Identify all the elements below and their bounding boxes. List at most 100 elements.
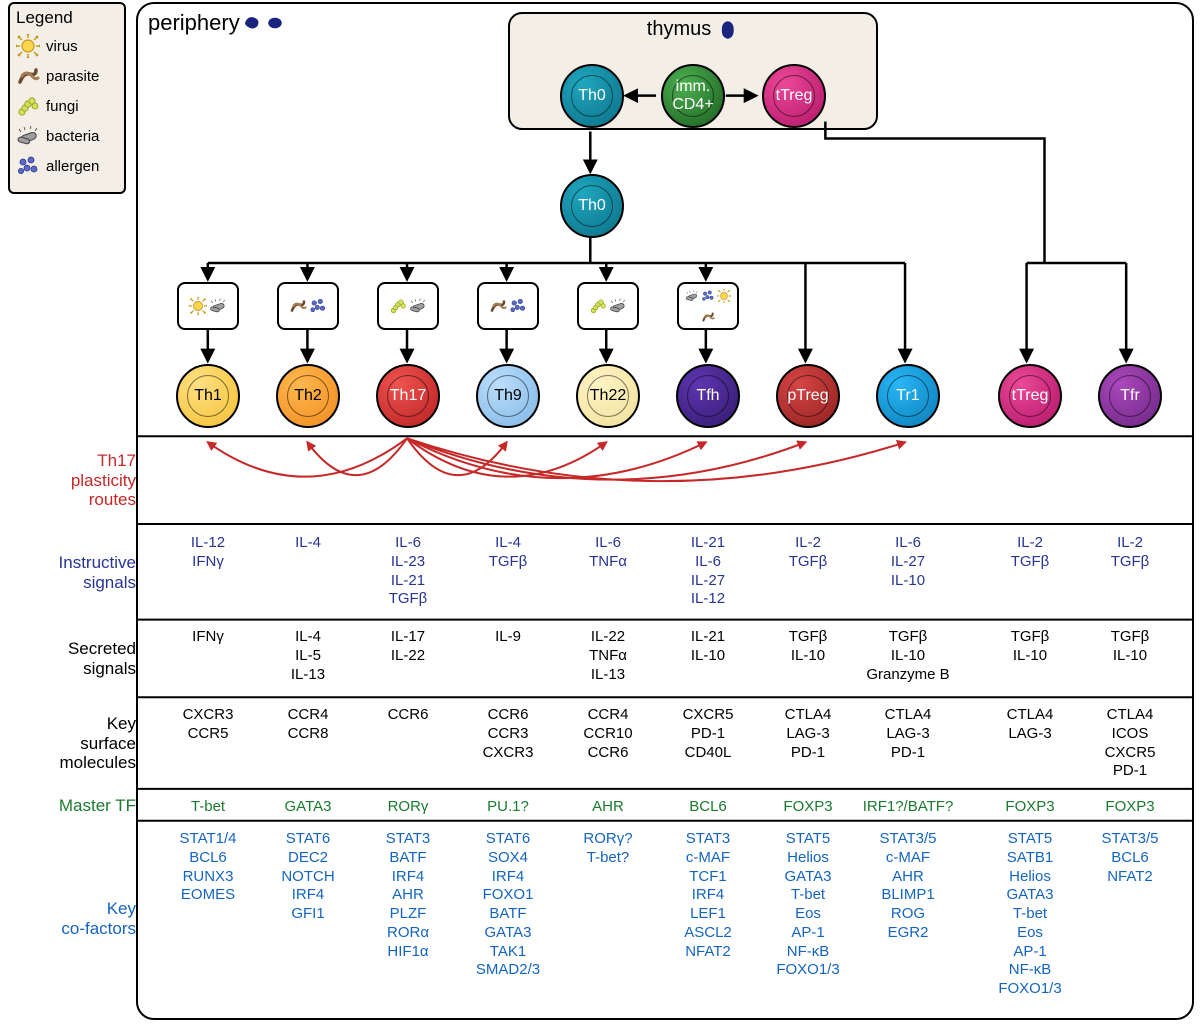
row-label-mastertf: Master TF [59, 796, 136, 816]
cell-mastertf-tfh: BCL6 [658, 798, 758, 817]
cell-cofactors-tr1: STAT3/5c-MAFAHRBLIMP1ROGEGR2 [858, 830, 958, 943]
cell-immcd4: imm.CD4+ [661, 64, 725, 128]
row-label-plasticity: Th17plasticityroutes [71, 451, 136, 510]
bacteria-icon [16, 124, 40, 148]
cell-instructive-tfr: IL-2TGFβ [1080, 534, 1180, 572]
thymus-label: thymus [647, 18, 739, 41]
cell-surface-ttreg2: CTLA4LAG-3 [980, 706, 1080, 744]
bacteria-icon [609, 297, 627, 315]
cell-instructive-ttreg2: IL-2TGFβ [980, 534, 1080, 572]
cell-surface-th22: CCR4CCR10CCR6 [558, 706, 658, 762]
cell-label: tTreg [1012, 387, 1049, 405]
cell-label: Th0 [578, 87, 606, 105]
periphery-label: periphery [148, 10, 284, 36]
cell-cofactors-th22: RORγ?T-bet? [558, 830, 658, 868]
legend-label: allergen [46, 158, 99, 175]
cell-instructive-ptreg: IL-2TGFβ [758, 534, 858, 572]
cell-tfr: Tfr [1098, 364, 1162, 428]
cell-label: tTreg [776, 87, 813, 105]
row-label-surface: Keysurfacemolecules [59, 714, 136, 773]
cell-secreted-tfr: TGFβIL-10 [1080, 628, 1180, 666]
fungi-icon [389, 297, 407, 315]
cell-cofactors-th9: STAT6SOX4IRF4FOXO1BATFGATA3TAK1SMAD2/3 [458, 830, 558, 980]
virus-icon [16, 34, 40, 58]
parasite-icon [289, 297, 307, 315]
cell-label: Th2 [294, 387, 322, 405]
spleen-icon [244, 14, 262, 32]
main-diagram: periphery thymus Th0imm.CD4+tTreg Th0 Th… [136, 2, 1194, 1020]
cell-mastertf-tfr: FOXP3 [1080, 798, 1180, 817]
cell-surface-tfh: CXCR5PD-1CD40L [658, 706, 758, 762]
antigen-box-th22 [577, 282, 639, 330]
antigen-box-tfh [677, 282, 739, 330]
legend-box: Legend virus parasite fungi bacteria allerge… [8, 2, 126, 194]
legend-item-allergen: allergen [16, 154, 118, 178]
legend-title: Legend [16, 8, 118, 28]
cell-instructive-th1: IL-12IFNγ [158, 534, 258, 572]
cell-cofactors-tfh: STAT3c-MAFTCF1IRF4LEF1ASCL2NFAT2 [658, 830, 758, 961]
cell-th17: Th17 [376, 364, 440, 428]
row-label-secreted: Secretedsignals [68, 639, 136, 678]
cell-secreted-ptreg: TGFβIL-10 [758, 628, 858, 666]
cell-instructive-tr1: IL-6IL-27IL-10 [858, 534, 958, 590]
legend-label: virus [46, 38, 78, 55]
cell-th0: Th0 [560, 64, 624, 128]
cell-surface-th9: CCR6CCR3CXCR3 [458, 706, 558, 762]
bacteria-icon [409, 297, 427, 315]
legend-item-parasite: parasite [16, 64, 118, 88]
virus-icon [717, 289, 731, 303]
cell-mastertf-th9: PU.1? [458, 798, 558, 817]
cell-secreted-tfh: IL-21IL-10 [658, 628, 758, 666]
antigen-box-th17 [377, 282, 439, 330]
cell-mastertf-th17: RORγ [358, 798, 458, 817]
cell-label: Th17 [390, 387, 426, 405]
cell-instructive-tfh: IL-21IL-6IL-27IL-12 [658, 534, 758, 609]
parasite-icon [701, 310, 715, 324]
cell-mastertf-ttreg2: FOXP3 [980, 798, 1080, 817]
cell-ttreg: tTreg [762, 64, 826, 128]
cell-label: Th22 [590, 387, 626, 405]
cell-surface-tr1: CTLA4LAG-3PD-1 [858, 706, 958, 762]
fungi-icon [16, 94, 40, 118]
cell-mastertf-ptreg: FOXP3 [758, 798, 858, 817]
cell-label: Th9 [494, 387, 522, 405]
lymph-icon [266, 14, 284, 32]
cell-label: Tr1 [896, 387, 919, 405]
cell-ptreg: pTreg [776, 364, 840, 428]
cell-cofactors-th17: STAT3BATFIRF4AHRPLZFRORαHIF1α [358, 830, 458, 961]
allergen-icon [701, 289, 715, 303]
antigen-box-th9 [477, 282, 539, 330]
cell-mastertf-th22: AHR [558, 798, 658, 817]
cell-surface-th2: CCR4CCR8 [258, 706, 358, 744]
cell-instructive-th17: IL-6IL-23IL-21TGFβ [358, 534, 458, 609]
cell-label: pTreg [787, 387, 828, 405]
cell-label: imm.CD4+ [672, 78, 713, 113]
cell-cofactors-th2: STAT6DEC2NOTCHIRF4GFI1 [258, 830, 358, 924]
virus-icon [189, 297, 207, 315]
row-label-instructive: Instructivesignals [59, 553, 136, 592]
cell-cofactors-tfr: STAT3/5BCL6NFAT2 [1080, 830, 1180, 886]
cell-surface-th17: CCR6 [358, 706, 458, 725]
cell-secreted-th2: IL-4IL-5IL-13 [258, 628, 358, 684]
bacteria-icon [685, 289, 699, 303]
fungi-icon [589, 297, 607, 315]
cell-tr1: Tr1 [876, 364, 940, 428]
cell-th9: Th9 [476, 364, 540, 428]
thymus-text: thymus [647, 18, 711, 41]
periphery-text: periphery [148, 10, 240, 36]
cell-surface-tfr: CTLA4ICOSCXCR5PD-1 [1080, 706, 1180, 781]
allergen-icon [309, 297, 327, 315]
cell-label: Tfh [696, 387, 719, 405]
antigen-box-th1 [177, 282, 239, 330]
cell-secreted-th22: IL-22TNFαIL-13 [558, 628, 658, 684]
cell-label: Tfr [1120, 387, 1140, 405]
cell-instructive-th9: IL-4TGFβ [458, 534, 558, 572]
cell-mastertf-th1: T-bet [158, 798, 258, 817]
cell-instructive-th2: IL-4 [258, 534, 358, 553]
cell-ttreg: tTreg [998, 364, 1062, 428]
cell-cofactors-ptreg: STAT5HeliosGATA3T-betEosAP-1NF-κBFOXO1/3 [758, 830, 858, 980]
legend-item-bacteria: bacteria [16, 124, 118, 148]
legend-label: parasite [46, 68, 99, 85]
legend-item-fungi: fungi [16, 94, 118, 118]
legend-label: fungi [46, 98, 79, 115]
